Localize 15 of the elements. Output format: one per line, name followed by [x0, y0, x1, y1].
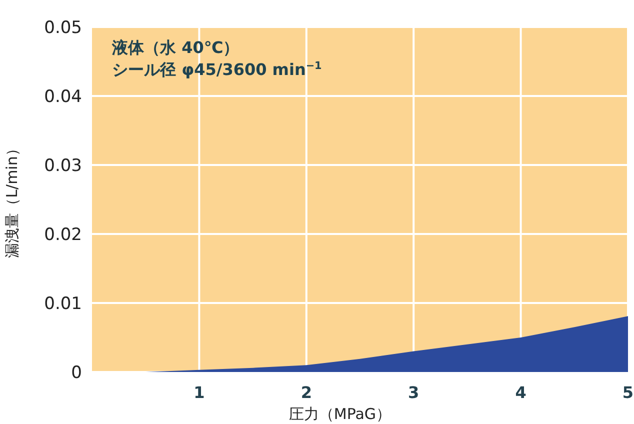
y-axis-title: 漏洩量（L/min） [3, 141, 21, 258]
y-tick-label: 0.03 [44, 156, 82, 176]
y-tick-label: 0.04 [44, 87, 82, 107]
y-tick-label: 0 [71, 363, 82, 383]
annotation: 液体（水 40℃） [111, 38, 240, 57]
y-tick-label: 0.05 [44, 18, 82, 38]
x-tick-label: 1 [194, 383, 205, 402]
x-axis-title: 圧力（MPaG） [288, 405, 392, 423]
annotation: シール径 φ45/3600 min$^{−1}$ [112, 60, 322, 79]
x-tick-label: 2 [300, 383, 312, 402]
y-tick-label: 0.01 [44, 294, 82, 314]
x-tick-label: 5 [622, 383, 634, 402]
x-tick-label: 3 [408, 383, 420, 402]
x-tick-label: 4 [515, 383, 526, 402]
y-tick-label: 0.02 [44, 225, 82, 245]
